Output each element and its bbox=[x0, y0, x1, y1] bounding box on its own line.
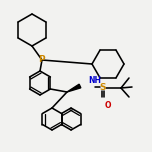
Text: NH: NH bbox=[88, 76, 101, 85]
Text: S: S bbox=[100, 83, 106, 93]
Text: P: P bbox=[38, 55, 44, 64]
Text: O: O bbox=[105, 101, 112, 110]
Polygon shape bbox=[67, 84, 81, 92]
